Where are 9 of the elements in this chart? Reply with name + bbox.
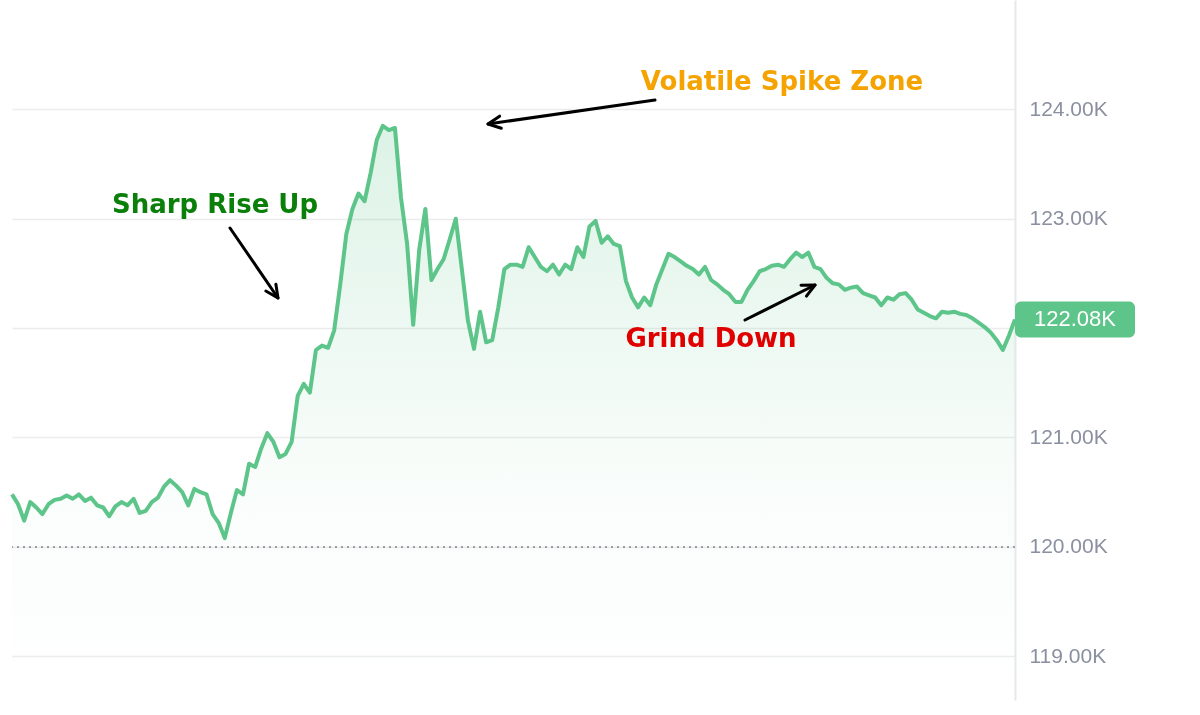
annotation: Sharp Rise Up	[111, 189, 319, 219]
y-tick-label: 121.00K	[1029, 425, 1108, 448]
annotation: Volatile Spike Zone	[640, 66, 924, 96]
y-tick-label: 119.00K	[1029, 643, 1107, 667]
y-tick-label: 124.00K	[1029, 96, 1108, 120]
annotation: Grind Down	[625, 323, 797, 353]
text: 122.08K	[1034, 306, 1117, 332]
y-tick-label: 120.00K	[1029, 534, 1108, 558]
y-tick-label: 123.00K	[1029, 206, 1108, 230]
